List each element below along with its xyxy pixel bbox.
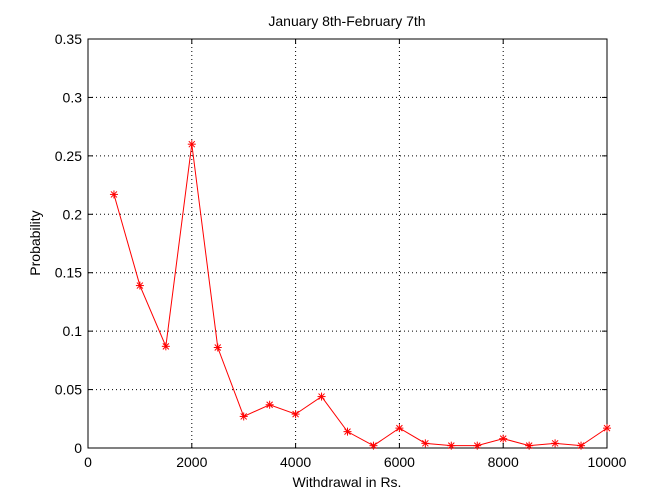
- data-point-marker: [317, 392, 326, 401]
- x-tick-label: 4000: [280, 454, 311, 470]
- chart-title: January 8th-February 7th: [268, 13, 425, 29]
- axes-box: [87, 38, 608, 449]
- data-series: [109, 140, 611, 450]
- x-tick-label: 8000: [488, 454, 519, 470]
- data-point-marker: [239, 412, 248, 421]
- data-point-marker: [421, 439, 430, 448]
- y-tick-label: 0: [74, 440, 82, 456]
- data-point-marker: [213, 343, 222, 352]
- data-point-marker: [135, 281, 144, 290]
- data-point-marker: [603, 424, 611, 433]
- data-point-marker: [447, 441, 456, 450]
- x-tick-label: 0: [84, 454, 92, 470]
- data-point-marker: [525, 441, 534, 450]
- y-tick-label: 0.15: [55, 265, 82, 281]
- data-point-marker: [161, 342, 170, 351]
- data-point-marker: [577, 441, 586, 450]
- x-tick-label: 2000: [176, 454, 207, 470]
- data-point-marker: [291, 410, 300, 419]
- data-point-marker: [109, 190, 118, 199]
- y-tick-label: 0.05: [55, 382, 82, 398]
- data-point-marker: [499, 434, 508, 443]
- data-point-marker: [343, 427, 352, 436]
- gridlines: [88, 39, 607, 448]
- y-tick-label: 0.25: [55, 148, 82, 164]
- data-point-marker: [551, 439, 560, 448]
- data-point-marker: [369, 441, 378, 450]
- plot-area: [88, 39, 607, 448]
- axis-ticks: 0 2000 4000 6000 8000 10000 0 0.05 0.1 0.15 0.2 0.2…: [55, 31, 627, 470]
- data-point-marker: [395, 424, 404, 433]
- y-tick-label: 0.35: [55, 31, 82, 47]
- data-point-marker: [265, 400, 274, 409]
- series-line: [113, 144, 608, 447]
- data-point-marker: [187, 140, 196, 149]
- x-tick-label: 10000: [588, 454, 627, 470]
- x-tick-label: 6000: [384, 454, 415, 470]
- y-tick-label: 0.3: [63, 89, 83, 105]
- y-axis-title: Probability: [27, 210, 43, 275]
- data-point-marker: [473, 441, 482, 450]
- x-axis-title: Withdrawal in Rs.: [293, 474, 402, 490]
- y-tick-label: 0.2: [63, 206, 83, 222]
- y-tick-label: 0.1: [63, 323, 83, 339]
